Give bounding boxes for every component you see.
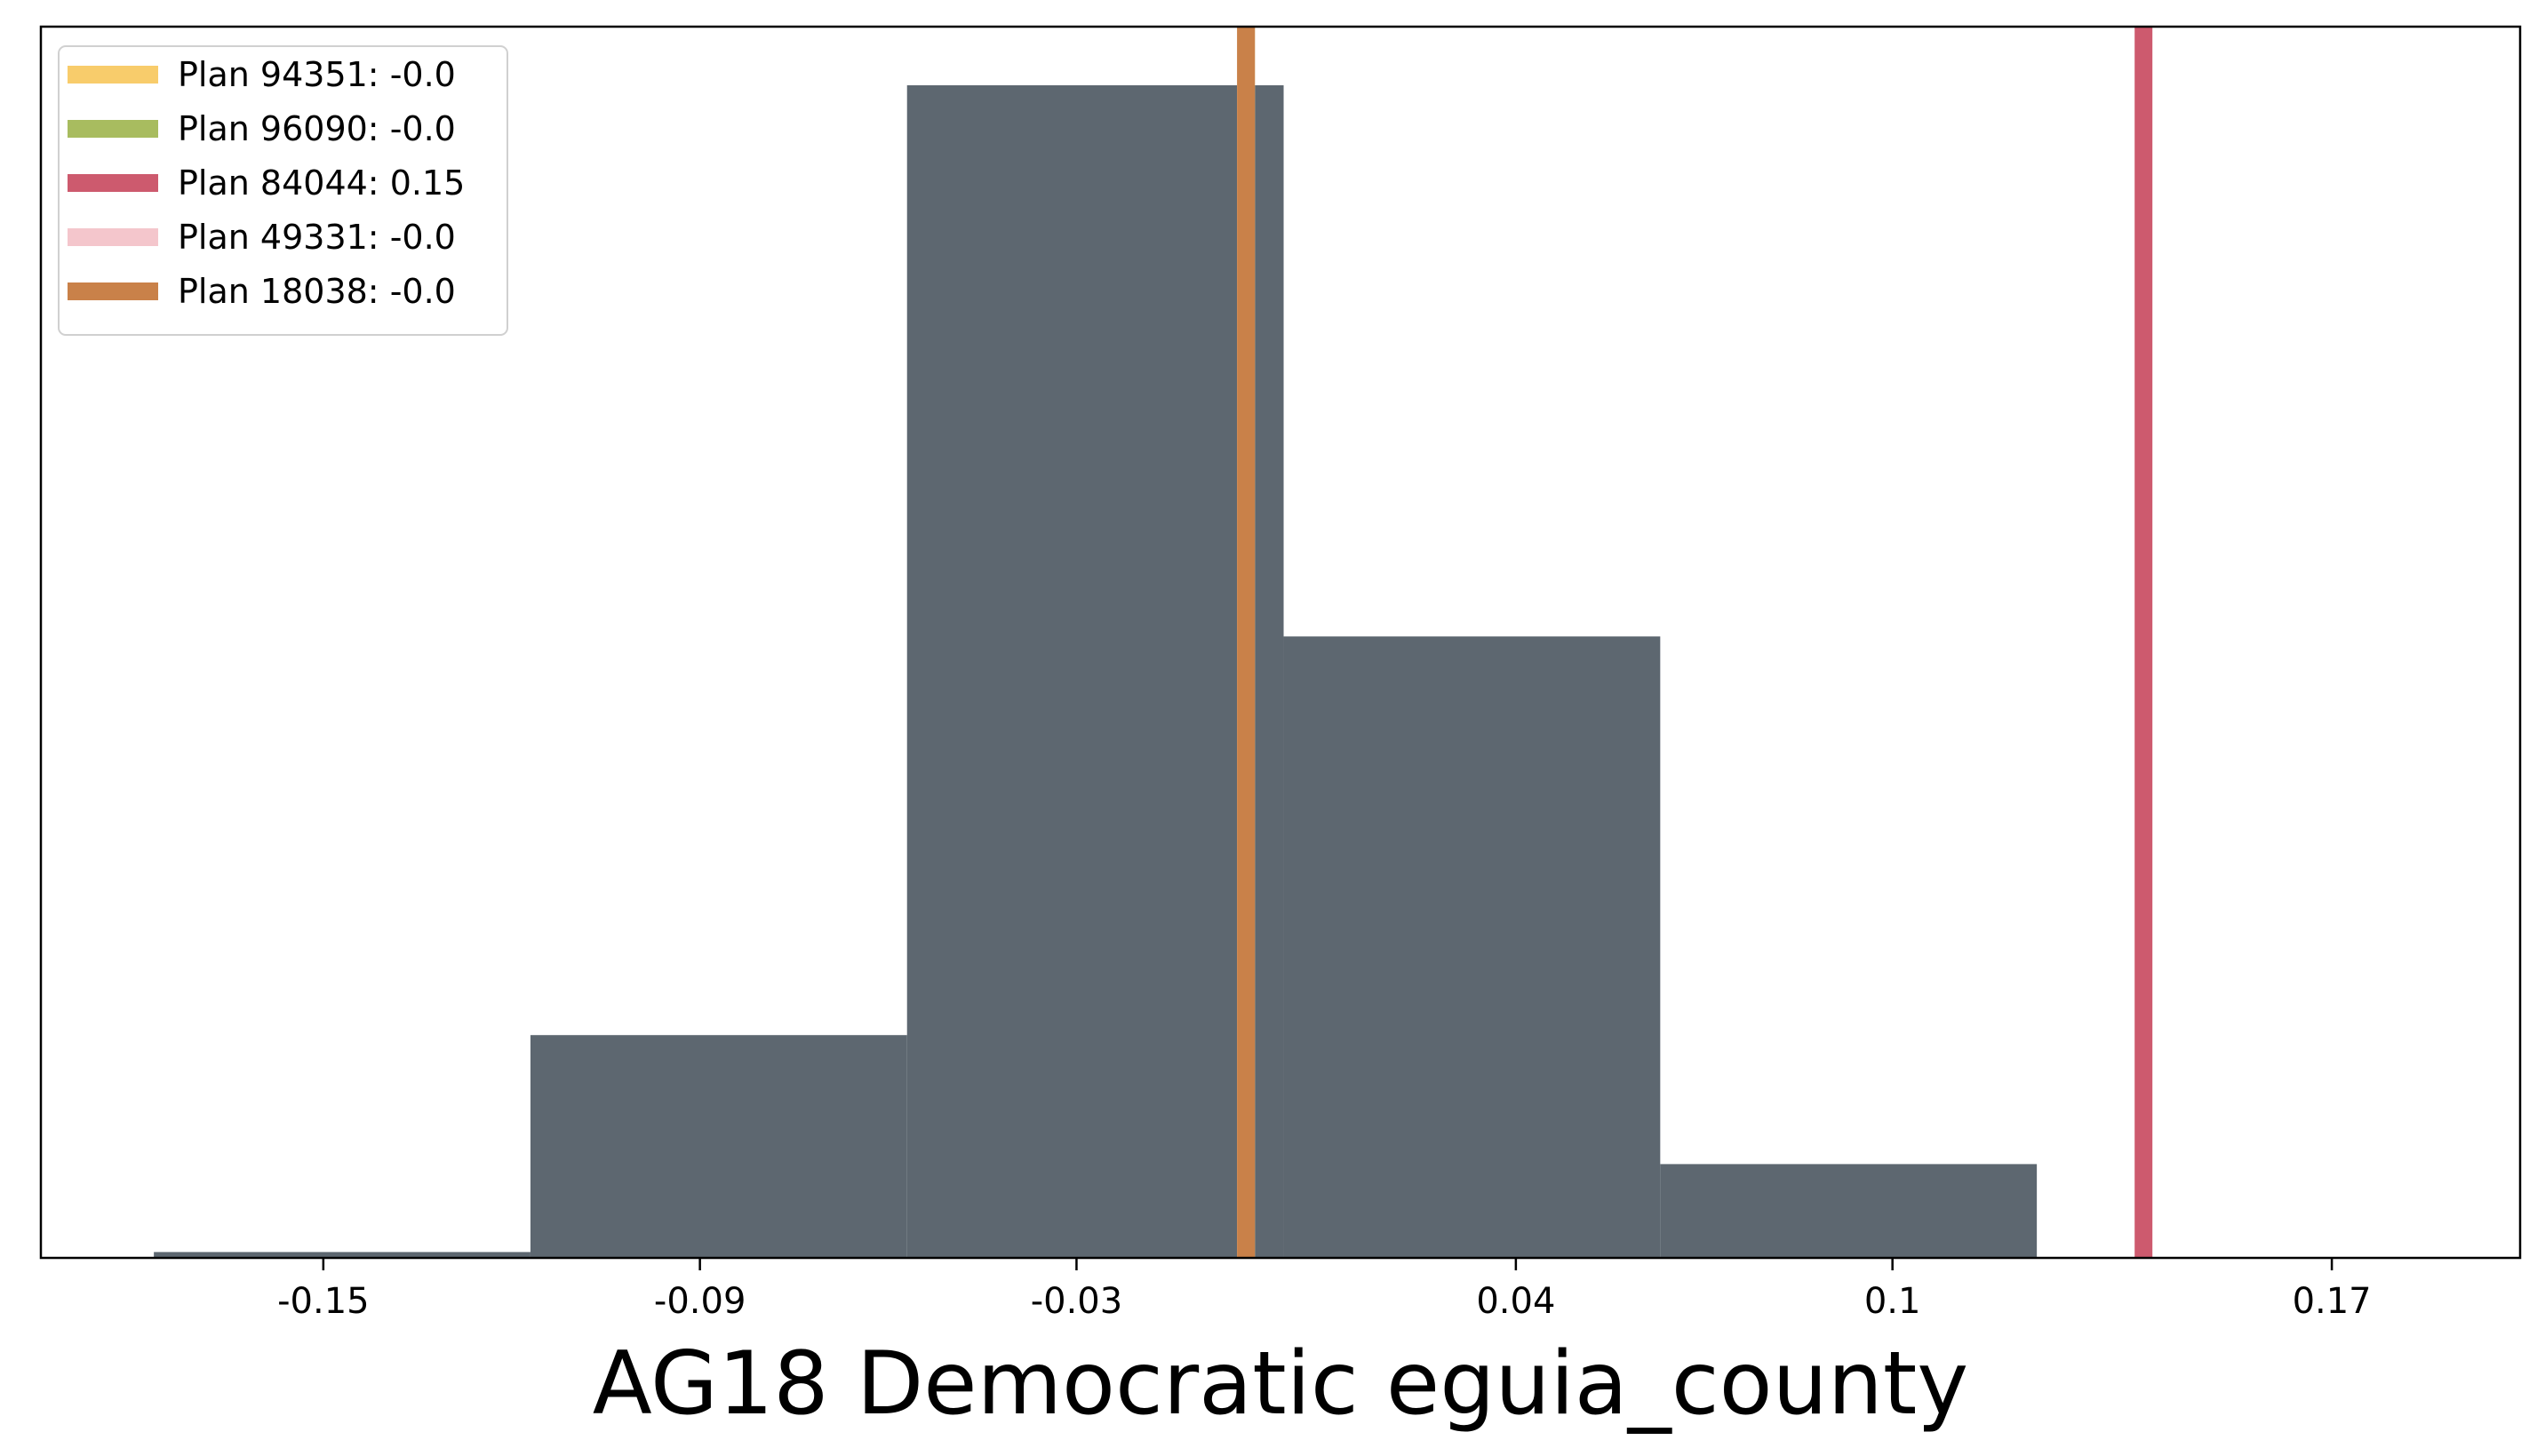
histogram-bar-3: [906, 85, 1284, 1258]
plan-lines: [1237, 27, 2153, 1258]
histogram-bar-4: [1283, 636, 1661, 1258]
legend-entry-label: Plan 49331: -0.0: [178, 218, 456, 257]
x-tick-label: -0.09: [654, 1281, 746, 1322]
legend-entry-label: Plan 84044: 0.15: [178, 163, 465, 203]
legend: Plan 94351: -0.0 Plan 96090: -0.0 Plan 840…: [58, 45, 508, 336]
legend-entry-label: Plan 18038: -0.0: [178, 272, 456, 311]
histogram-bar-5: [1660, 1164, 2038, 1258]
x-tick-label: -0.15: [277, 1281, 370, 1322]
legend-box: [58, 45, 508, 336]
legend-entry-label: Plan 94351: -0.0: [178, 55, 456, 94]
x-axis-label: AG18 Democratic eguia_county: [593, 1333, 1969, 1435]
x-tick-label: 0.17: [2293, 1281, 2372, 1322]
histogram-bars: [154, 85, 2038, 1258]
x-tick-label: 0.1: [1864, 1281, 1921, 1322]
legend-entry-label: Plan 96090: -0.0: [178, 109, 456, 148]
x-tick-label: 0.04: [1476, 1281, 1555, 1322]
x-tick-label: -0.03: [1031, 1281, 1123, 1322]
x-axis-ticks: -0.15 -0.09 -0.03 0.04 0.1 0.17: [277, 1258, 2372, 1322]
histogram-bar-1: [154, 1252, 531, 1258]
plot-area-frame: [39, 25, 2522, 1260]
histogram-bar-2: [530, 1035, 907, 1258]
